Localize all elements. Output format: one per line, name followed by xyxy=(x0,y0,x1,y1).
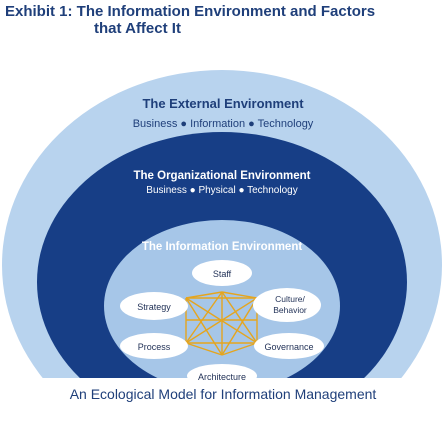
node-architecture-label: Architecture xyxy=(198,372,246,382)
node-architecture: Architecture xyxy=(187,364,257,388)
node-strategy-label: Strategy xyxy=(137,302,171,312)
connector-line xyxy=(185,291,223,299)
exhibit-title: Exhibit 1: The Information Environment a… xyxy=(5,3,441,37)
bottom-band xyxy=(0,388,446,438)
exhibit-title-line-2: that Affect It xyxy=(94,20,181,37)
connector-network xyxy=(185,291,258,356)
node-strategy: Strategy xyxy=(120,292,188,320)
connector-line xyxy=(221,342,258,356)
node-architecture-shape xyxy=(187,364,257,388)
node-culture-behavior-shape xyxy=(253,288,321,322)
node-process-shape xyxy=(120,333,188,359)
node-process: Process xyxy=(120,333,188,359)
node-staff-shape xyxy=(192,260,252,286)
node-staff: Staff xyxy=(192,260,252,286)
figure-caption: An Ecological Model for Information Mana… xyxy=(69,386,377,402)
information-environment-title: The Information Environment xyxy=(142,241,303,253)
node-staff-label: Staff xyxy=(213,269,232,279)
node-culture-behavior: Culture/ Behavior xyxy=(253,288,321,322)
node-governance: Governance xyxy=(254,333,324,359)
organizational-environment-title: The Organizational Environment xyxy=(134,170,311,182)
external-environment-subtitle: Business ● Information ● Technology xyxy=(133,118,314,130)
external-environment-title: The External Environment xyxy=(142,96,304,111)
connector-line xyxy=(185,342,223,356)
organizational-environment-subtitle: Business ● Physical ● Technology xyxy=(146,185,297,196)
exhibit-title-line-1: Exhibit 1: The Information Environment a… xyxy=(5,3,376,20)
node-strategy-shape xyxy=(120,292,188,320)
connector-line xyxy=(221,291,258,299)
connector-line xyxy=(185,297,223,356)
node-culture-label-line-1: Culture/ xyxy=(275,294,305,304)
node-governance-label: Governance xyxy=(264,342,313,352)
node-governance-shape xyxy=(254,333,324,359)
node-process-label: Process xyxy=(138,342,171,352)
node-culture-label-line-2: Behavior xyxy=(273,305,307,315)
connector-line xyxy=(221,291,258,344)
connector-line xyxy=(221,297,258,356)
connector-line xyxy=(185,291,223,344)
